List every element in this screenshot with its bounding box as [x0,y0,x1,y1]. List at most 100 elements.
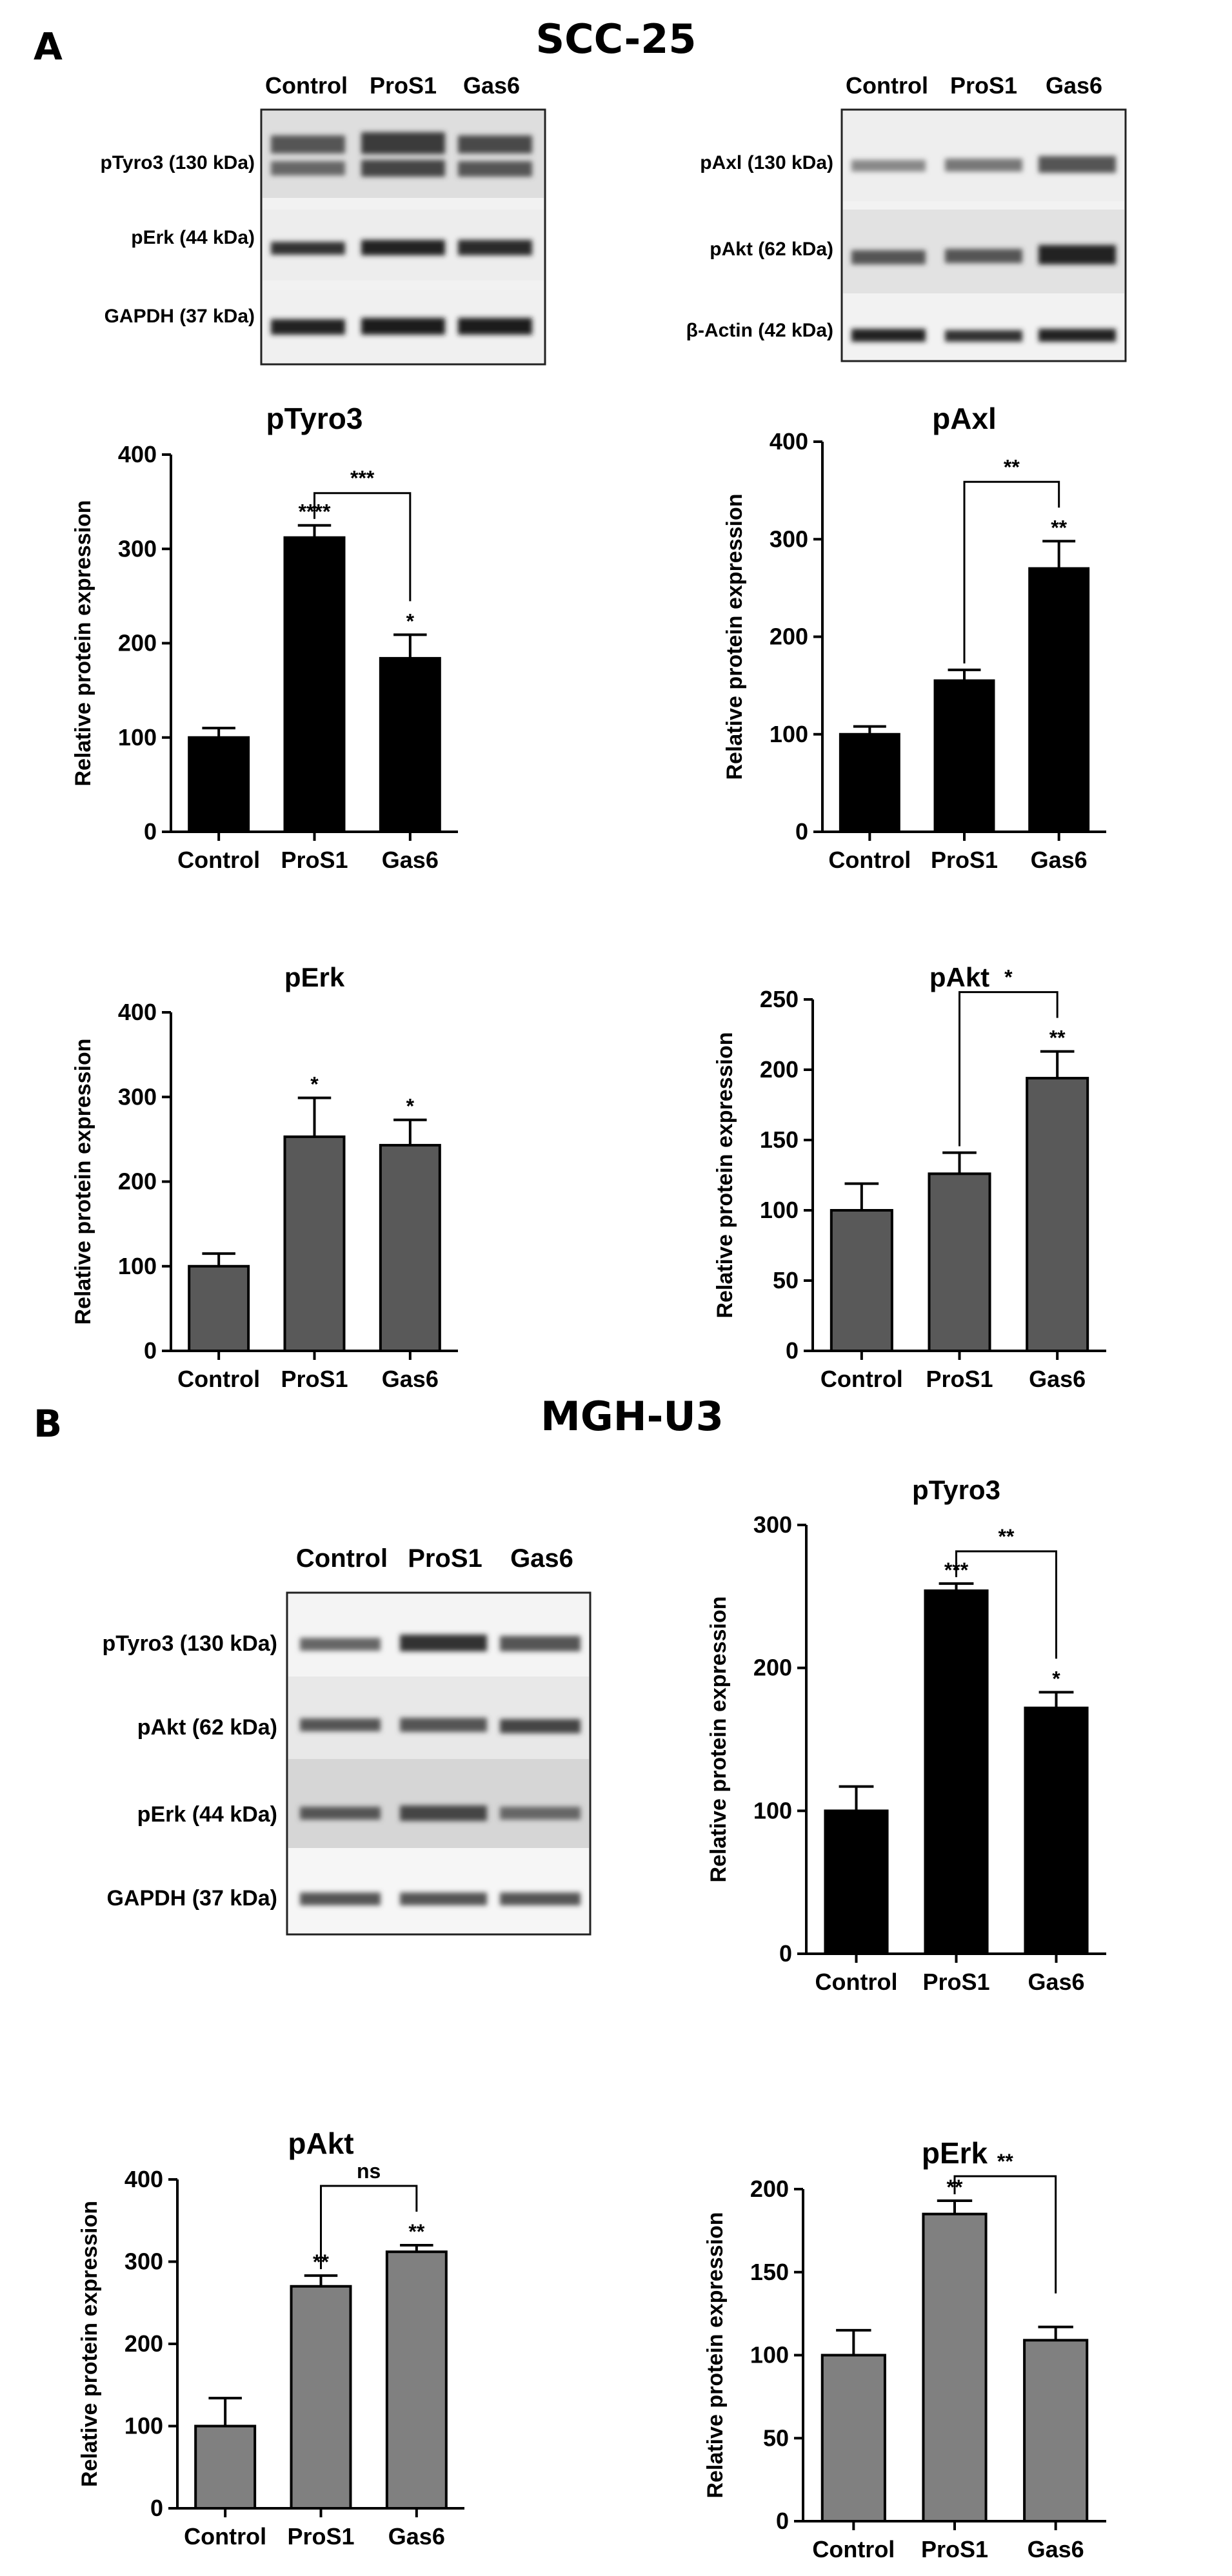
x-tick-label: Gas6 [1031,847,1088,873]
blot-band [271,135,345,153]
bar [1023,2339,1089,2522]
blot-band [400,1805,487,1821]
blot-band [300,1638,381,1651]
blot-lane-label: Gas6 [510,1544,573,1573]
y-axis-label: Relative protein expression [713,1032,737,1318]
x-tick-label: Gas6 [1028,2536,1084,2562]
blot-lane-label: Gas6 [463,72,520,99]
blot-row-label: pAkt (62 kDa) [710,239,833,260]
chart-title: pAxl [932,402,997,435]
blot-row-label: GAPDH (37 kDa) [106,1886,277,1911]
y-axis-label: Relative protein expression [703,2212,728,2498]
bar [1024,1706,1089,1956]
x-tick-label: ProS1 [921,2536,988,2562]
y-tick-label: 100 [118,1253,157,1279]
blot-band [500,1636,581,1651]
x-tick-label: Gas6 [1029,1366,1086,1392]
panel-title-mghu3: MGH-U3 [541,1393,724,1440]
significance-label: ** [1051,516,1067,539]
y-tick-label: 0 [779,1940,792,1967]
blot-band [400,1893,487,1905]
bar [379,656,441,834]
x-tick-label: Gas6 [382,1366,439,1392]
blot-lane-label: Control [296,1544,388,1573]
chart-title: pErk [922,2136,988,2170]
bracket-label: ** [1004,455,1020,478]
x-tick-label: ProS1 [281,1366,348,1392]
bar [924,1589,989,1955]
blot-band [361,132,445,154]
blot-lane-label: Control [846,72,928,99]
blot-row-label: pAkt (62 kDa) [137,1715,277,1740]
blot-lane-label: Control [265,72,348,99]
blot-band [361,318,445,335]
y-tick-label: 200 [118,630,157,656]
blot-lane-label: Gas6 [1046,72,1102,99]
blot-row-label: β-Actin (42 kDa) [686,320,833,341]
blot-scc25-left: Control ProS1 Gas6 pTyro3 (130 kDa) pErk… [100,72,546,366]
y-tick-label: 400 [124,2166,163,2192]
x-tick-label: ProS1 [926,1366,993,1392]
x-tick-label: Control [177,847,260,873]
y-axis-label: Relative protein expression [71,1038,95,1324]
y-tick-label: 150 [760,1126,799,1153]
bar [928,1172,991,1352]
bar [824,1809,889,1955]
x-tick-label: ProS1 [287,2523,354,2550]
bar [379,1144,441,1352]
significance-bracket [313,492,412,602]
y-tick-label: 0 [776,2508,789,2534]
bar [1028,567,1090,833]
x-tick-label: Gas6 [388,2523,445,2550]
x-tick-label: Control [828,847,911,873]
y-tick-label: 0 [144,818,157,845]
y-tick-label: 400 [770,428,808,455]
y-tick-label: 0 [144,1337,157,1364]
bar [933,679,995,833]
chart-a-ptyro3: pTyro3 Relative protein expression 0 100 200… [71,402,458,873]
blot-band [1038,245,1116,264]
bar [290,2285,352,2510]
significance-bracket [955,1550,1057,1659]
blot-band [271,319,345,335]
blot-band [500,1719,581,1733]
y-axis-label: Relative protein expression [722,493,747,780]
bar [283,1135,346,1352]
significance-bracket [953,2175,1057,2294]
bracket-label: * [1004,966,1013,989]
y-tick-label: 300 [118,1083,157,1110]
y-tick-label: 0 [795,818,808,845]
chart-title: pErk [284,962,345,992]
significance-label: * [310,1073,319,1096]
blot-band [300,1718,381,1731]
panel-letter-b: B [34,1402,62,1446]
bar [188,736,250,833]
blot-scc25-right: Control ProS1 Gas6 pAxl (130 kDa) pAkt (… [686,72,1127,362]
blot-row-label: pTyro3 (130 kDa) [100,152,255,173]
y-axis-label: Relative protein expression [71,500,95,786]
bracket-label: ** [997,2150,1013,2173]
y-tick-label: 200 [124,2330,163,2357]
bar [194,2424,257,2510]
bar [839,732,900,833]
chart-b-pakt: pAkt Relative protein expression 0 100 200 30… [77,2127,464,2550]
significance-label: ** [408,2220,424,2243]
blot-band [851,329,926,342]
bar [385,2250,448,2510]
blot-band [945,249,1022,263]
blot-row-label: GAPDH (37 kDa) [104,306,255,327]
blot-band [361,160,445,177]
y-tick-label: 200 [753,1655,792,1681]
x-tick-label: Control [812,2536,895,2562]
chart-b-ptyro3: pTyro3 Relative protein expression 0 100 200… [706,1475,1106,1995]
y-tick-label: 100 [770,721,808,747]
blot-band [458,161,532,177]
x-tick-label: Control [820,1366,903,1392]
y-tick-label: 100 [118,724,157,751]
y-tick-label: 400 [118,999,157,1025]
y-tick-label: 200 [118,1168,157,1195]
blot-band [400,1718,487,1732]
blot-lane-label: ProS1 [950,72,1017,99]
y-tick-label: 200 [760,1056,799,1083]
